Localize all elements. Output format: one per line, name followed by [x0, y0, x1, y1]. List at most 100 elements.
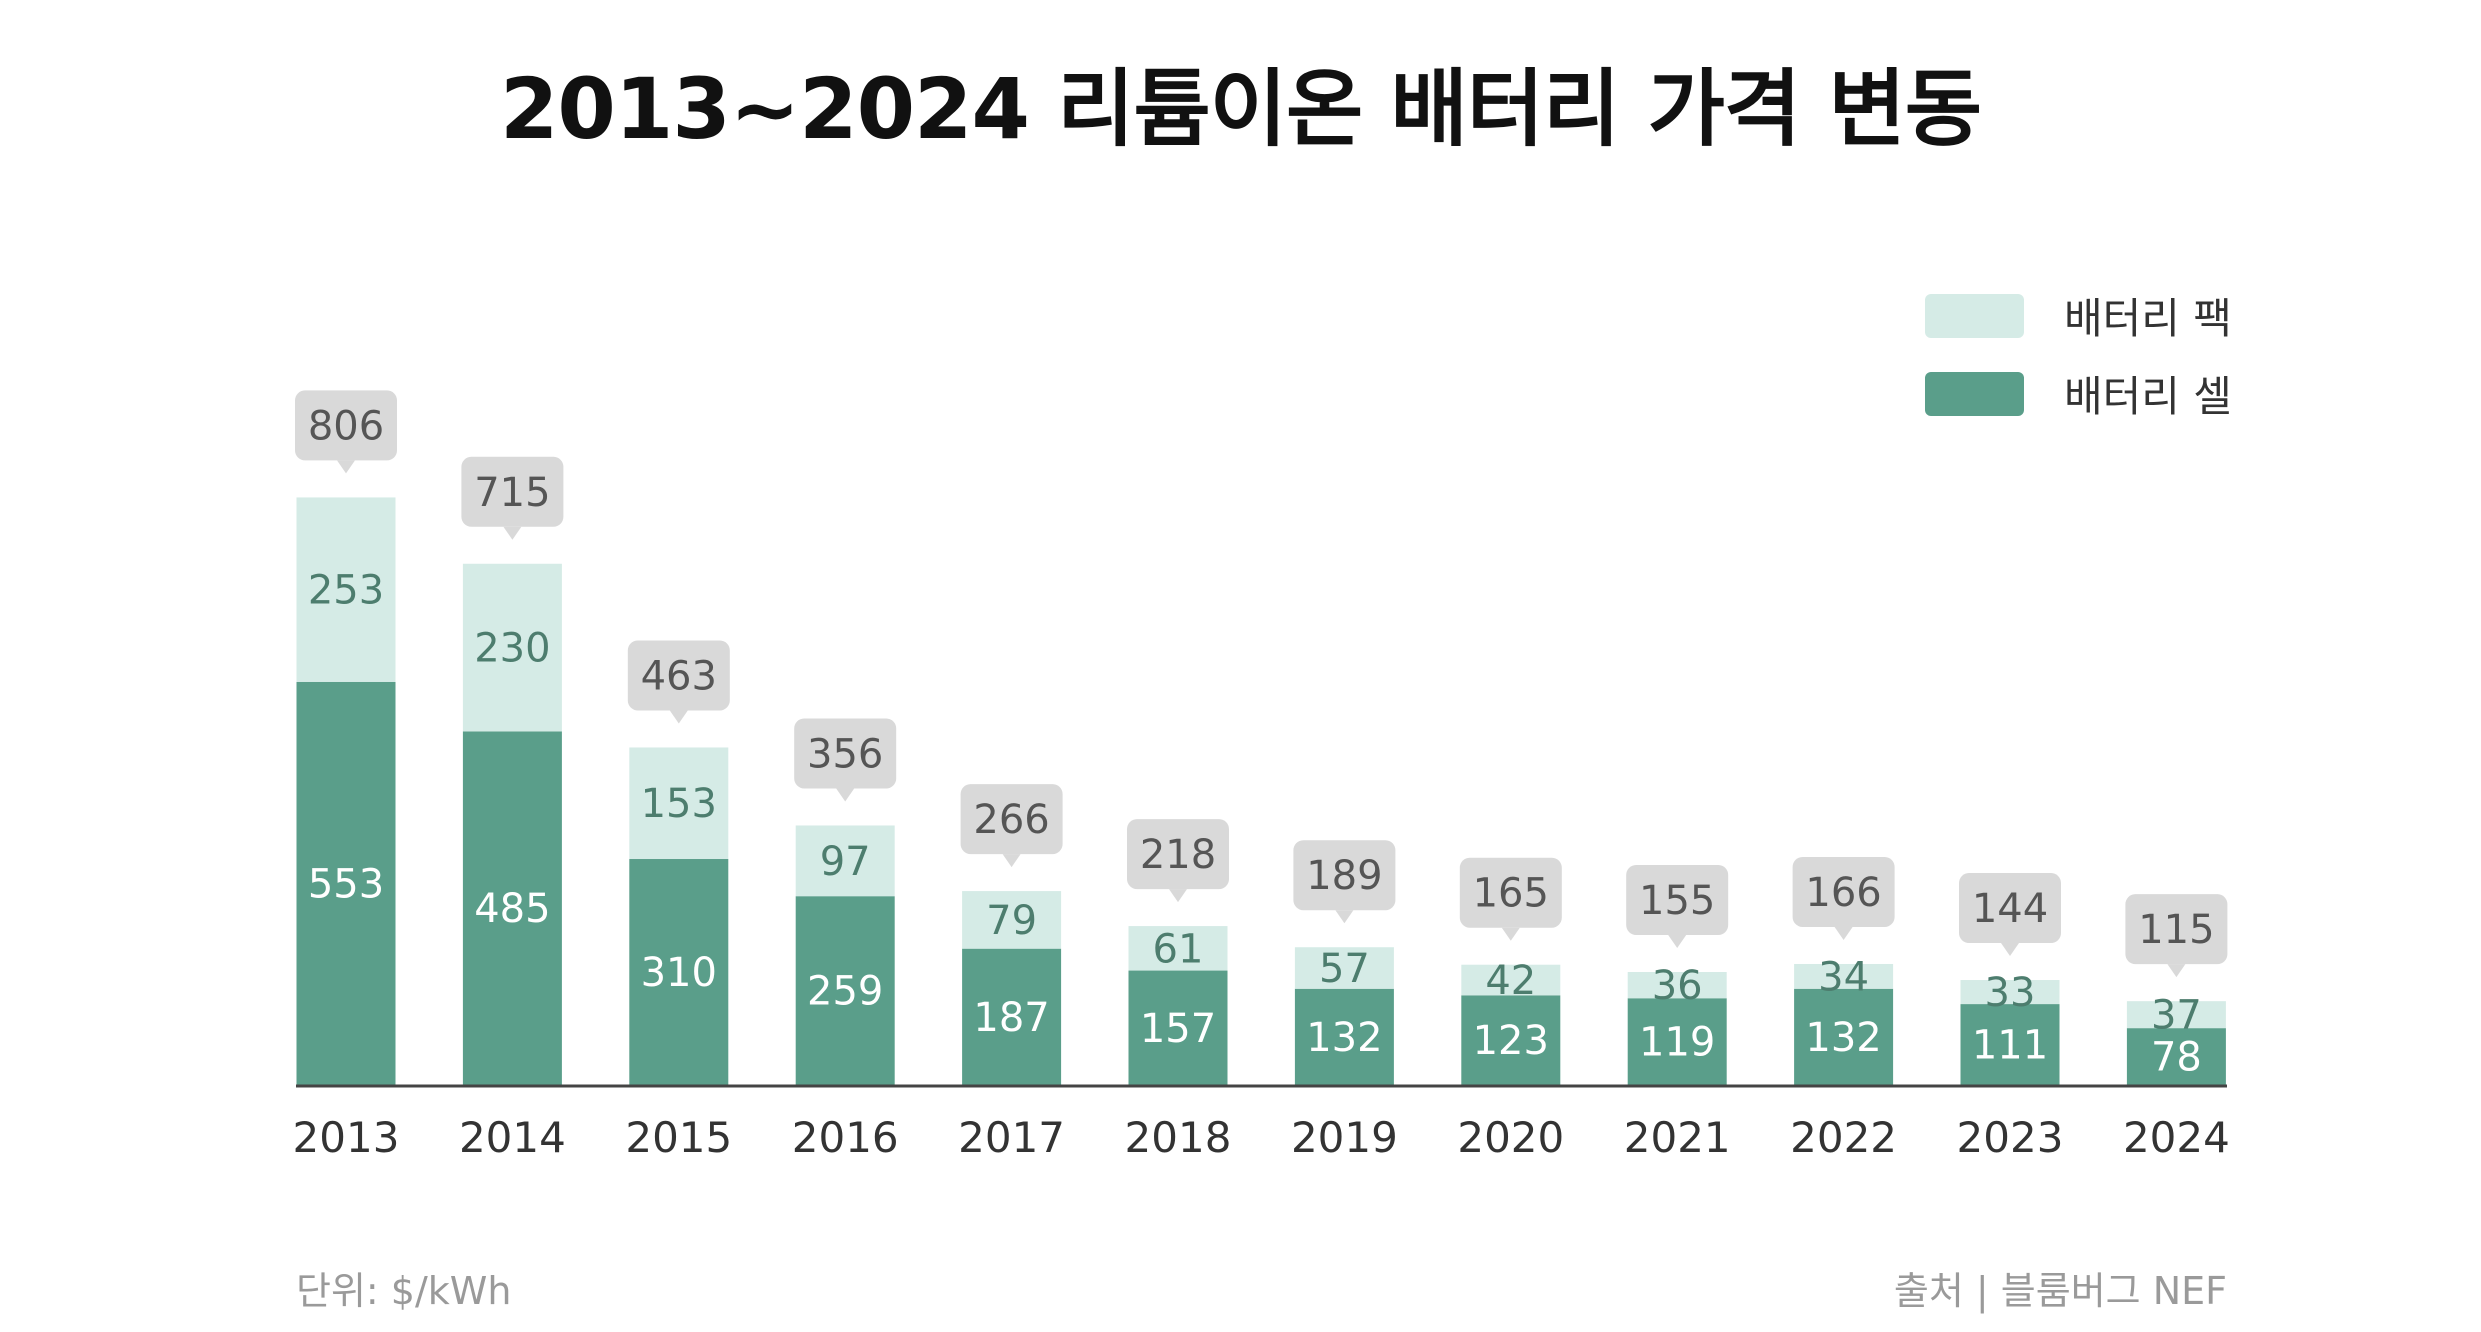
bubble-pointer-2021 — [1668, 935, 1687, 949]
x-tick-2022: 2022 — [1790, 1113, 1897, 1162]
bar-pack-2021 — [1627, 972, 1727, 999]
total-bubble-2024 — [2125, 894, 2228, 965]
label-cell-2020: 123 — [1473, 1018, 1549, 1064]
bar-pack-2014 — [462, 563, 562, 732]
label-cell-2021: 119 — [1639, 1020, 1715, 1066]
label-pack-2023: 33 — [1985, 970, 2036, 1016]
label-pack-2024: 37 — [2151, 993, 2202, 1039]
label-pack-2015: 153 — [641, 781, 717, 827]
label-total-2013: 806 — [308, 403, 384, 449]
bar-pack-2018 — [1128, 926, 1228, 971]
x-tick-2021: 2021 — [1624, 1113, 1731, 1162]
bubble-pointer-2018 — [1169, 889, 1187, 903]
legend-swatch-pack — [1925, 293, 2024, 338]
x-tick-2014: 2014 — [459, 1113, 566, 1162]
legend-item-pack: 배터리 팩 — [1925, 285, 2232, 346]
label-total-2016: 356 — [807, 731, 883, 777]
legend-swatch-cell — [1925, 371, 2024, 416]
bar-cell-2022 — [1794, 988, 1894, 1085]
bubble-pointer-2024 — [2167, 964, 2186, 978]
label-total-2020: 165 — [1473, 871, 1549, 917]
bar-pack-2015 — [629, 747, 729, 860]
label-pack-2021: 36 — [1652, 963, 1703, 1009]
bubble-pointer-2019 — [1335, 910, 1354, 924]
total-bubble-2014 — [461, 456, 564, 527]
x-tick-2013: 2013 — [293, 1113, 400, 1162]
total-bubble-2021 — [1626, 865, 1729, 936]
bar-pack-2013 — [296, 497, 396, 682]
label-cell-2018: 157 — [1140, 1006, 1216, 1052]
label-cell-2013: 553 — [308, 861, 384, 907]
bar-pack-2024 — [2126, 1001, 2226, 1029]
label-total-2014: 715 — [474, 470, 550, 516]
bar-pack-2019 — [1294, 947, 1394, 989]
label-pack-2020: 42 — [1485, 958, 1536, 1004]
label-total-2023: 144 — [1972, 886, 2048, 932]
bubble-pointer-2020 — [1501, 927, 1520, 941]
bar-cell-2016 — [795, 896, 895, 1085]
label-pack-2017: 79 — [986, 898, 1037, 944]
legend-item-cell: 배터리 셀 — [1925, 363, 2232, 424]
source-note: 출처 | 블룸버그 NEF — [1893, 1269, 2227, 1313]
x-tick-2023: 2023 — [1957, 1113, 2064, 1162]
bar-cell-2015 — [629, 859, 729, 1085]
bar-pack-2016 — [795, 825, 895, 897]
label-cell-2016: 259 — [807, 969, 883, 1015]
total-bubble-2022 — [1792, 856, 1895, 927]
bubble-pointer-2022 — [1834, 926, 1853, 940]
bar-cell-2023 — [1960, 1004, 2060, 1085]
chart-title: 2013~2024 리튬이온 배터리 가격 변동 — [499, 60, 1982, 158]
total-bubble-2020 — [1459, 857, 1562, 928]
label-total-2015: 463 — [641, 653, 717, 699]
x-tick-2015: 2015 — [625, 1113, 732, 1162]
total-bubble-2023 — [1959, 873, 2061, 944]
bar-cell-2024 — [2126, 1028, 2226, 1085]
legend-label-pack: 배터리 팩 — [2064, 294, 2232, 343]
label-total-2019: 189 — [1306, 853, 1382, 899]
bubble-pointer-2023 — [2001, 943, 2019, 957]
bar-cell-2017 — [962, 948, 1062, 1085]
label-cell-2015: 310 — [641, 950, 717, 996]
label-total-2022: 166 — [1805, 870, 1881, 916]
bar-cell-2013 — [296, 681, 396, 1085]
bubble-pointer-2015 — [669, 710, 688, 724]
total-bubble-2013 — [295, 390, 397, 461]
label-cell-2022: 132 — [1805, 1015, 1881, 1061]
x-tick-2018: 2018 — [1125, 1113, 1232, 1162]
label-cell-2019: 132 — [1306, 1015, 1382, 1061]
bar-pack-2020 — [1461, 964, 1561, 996]
label-cell-2023: 111 — [1972, 1023, 2048, 1069]
bubble-pointer-2017 — [1002, 854, 1021, 868]
label-pack-2013: 253 — [308, 568, 384, 614]
label-pack-2014: 230 — [474, 626, 550, 672]
bar-cell-2020 — [1461, 995, 1561, 1085]
x-tick-2024: 2024 — [2123, 1113, 2230, 1162]
label-total-2018: 218 — [1140, 832, 1216, 878]
label-pack-2018: 61 — [1153, 926, 1204, 972]
x-tick-2017: 2017 — [958, 1113, 1065, 1162]
total-bubble-2019 — [1293, 840, 1396, 911]
label-cell-2014: 485 — [474, 886, 550, 932]
label-cell-2017: 187 — [973, 995, 1049, 1041]
bar-cell-2018 — [1128, 970, 1228, 1085]
label-cell-2024: 78 — [2151, 1035, 2202, 1081]
label-total-2017: 266 — [973, 797, 1049, 843]
legend-label-cell: 배터리 셀 — [2064, 372, 2232, 421]
bubble-pointer-2013 — [337, 460, 355, 474]
bar-pack-2023 — [1960, 980, 2060, 1005]
bar-cell-2014 — [462, 731, 562, 1085]
bar-cell-2021 — [1627, 998, 1727, 1085]
x-tick-2019: 2019 — [1291, 1113, 1398, 1162]
bar-pack-2022 — [1794, 963, 1894, 989]
bar-cell-2019 — [1294, 988, 1394, 1085]
label-pack-2019: 57 — [1319, 946, 1370, 992]
unit-note: 단위: $/kWh — [296, 1269, 512, 1313]
x-tick-2020: 2020 — [1457, 1113, 1564, 1162]
x-tick-2016: 2016 — [792, 1113, 899, 1162]
total-bubble-2015 — [627, 640, 730, 711]
label-pack-2016: 97 — [820, 839, 871, 885]
total-bubble-2018 — [1127, 819, 1229, 890]
bubble-pointer-2016 — [836, 788, 855, 802]
label-total-2021: 155 — [1639, 878, 1715, 924]
